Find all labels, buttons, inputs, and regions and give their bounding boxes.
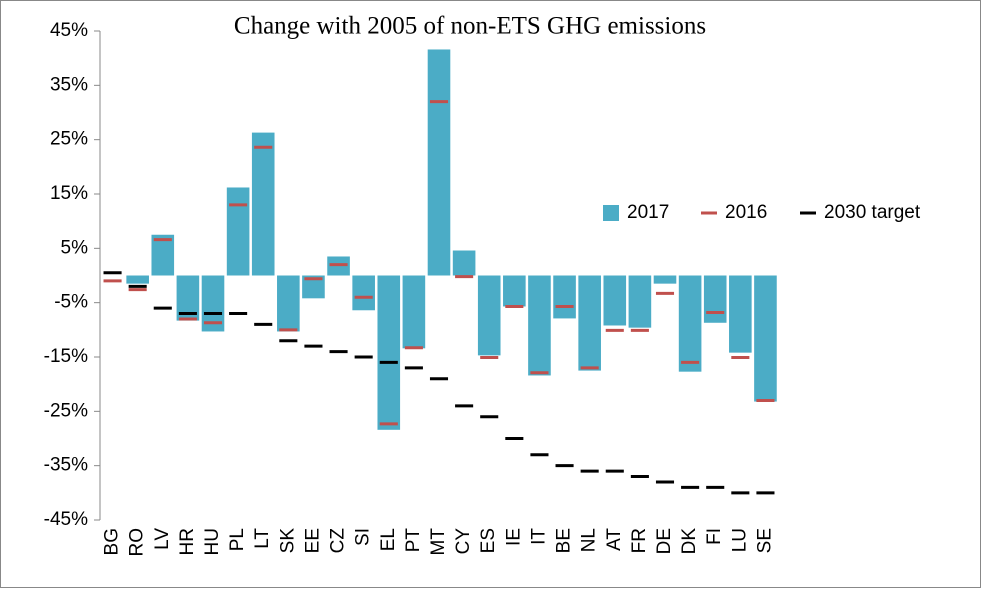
x-tick-label: CZ xyxy=(328,528,349,554)
x-tick-label: IE xyxy=(503,528,524,546)
bar xyxy=(754,275,777,402)
x-tick-label: HU xyxy=(202,528,223,555)
x-tick-label: EE xyxy=(302,528,323,553)
legend-swatch xyxy=(603,205,619,221)
legend-label: 2017 xyxy=(627,202,669,223)
y-tick-label: -35% xyxy=(44,455,88,476)
x-tick-label: FR xyxy=(629,528,650,553)
y-tick-label: 25% xyxy=(50,129,88,150)
x-tick-label: HR xyxy=(177,528,198,555)
bar xyxy=(151,234,175,276)
bar xyxy=(226,187,250,276)
x-tick-label: IT xyxy=(528,528,549,545)
x-tick-label: BG xyxy=(102,528,123,555)
x-tick-label: DE xyxy=(654,528,675,554)
bar xyxy=(503,275,526,307)
x-tick-label: NL xyxy=(579,528,600,552)
bar xyxy=(477,275,501,356)
y-tick-label: -5% xyxy=(54,292,88,313)
bar xyxy=(603,275,627,326)
x-tick-label: BE xyxy=(554,528,575,553)
x-tick-label: AT xyxy=(604,528,625,551)
y-tick-label: 5% xyxy=(61,237,89,258)
bar xyxy=(302,275,325,299)
bar xyxy=(176,275,200,321)
x-tick-label: DK xyxy=(679,528,700,555)
bar xyxy=(628,275,652,328)
y-tick-label: 15% xyxy=(50,183,88,204)
bar xyxy=(553,275,576,319)
y-tick-label: 35% xyxy=(50,74,88,95)
bar xyxy=(578,275,601,371)
chart-title: Change with 2005 of non-ETS GHG emission… xyxy=(234,13,706,40)
x-tick-label: PT xyxy=(403,528,424,553)
x-tick-label: FI xyxy=(704,528,725,545)
bar xyxy=(277,275,300,332)
bar xyxy=(402,275,426,349)
x-tick-label: LT xyxy=(252,528,273,549)
x-tick-label: ES xyxy=(478,528,499,553)
y-tick-label: 45% xyxy=(50,20,88,41)
bar xyxy=(201,275,225,332)
x-tick-label: SI xyxy=(353,528,374,546)
x-tick-label: MT xyxy=(428,528,449,556)
bar xyxy=(427,49,451,276)
x-tick-label: SK xyxy=(277,528,298,554)
bar xyxy=(653,275,677,284)
bar xyxy=(528,275,551,376)
bar xyxy=(703,275,727,323)
bar xyxy=(352,275,375,311)
y-tick-label: -15% xyxy=(44,346,88,367)
x-tick-label: RO xyxy=(127,528,148,557)
bar xyxy=(126,275,149,284)
x-tick-label: LU xyxy=(729,528,750,552)
bar xyxy=(251,132,275,276)
legend-label: 2030 target xyxy=(824,202,921,223)
bar xyxy=(678,275,702,372)
bar xyxy=(729,275,752,353)
x-tick-label: LV xyxy=(152,528,173,550)
x-tick-label: SE xyxy=(754,528,775,553)
x-tick-label: PL xyxy=(227,528,248,551)
legend-label: 2016 xyxy=(725,202,767,223)
bar xyxy=(377,275,401,430)
y-tick-label: -25% xyxy=(44,400,88,421)
x-tick-label: EL xyxy=(378,528,399,551)
x-tick-label: CY xyxy=(453,528,474,555)
bar xyxy=(452,250,476,276)
y-tick-label: -45% xyxy=(44,509,88,530)
